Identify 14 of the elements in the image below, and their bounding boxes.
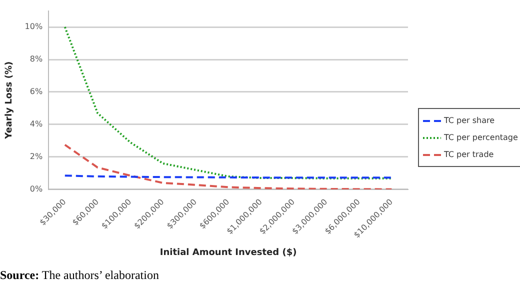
x-axis-title: Initial Amount Invested ($) [160, 248, 297, 258]
y-tick-label: 10% [24, 22, 43, 32]
line-series [64, 144, 393, 190]
y-tick-label: 0% [30, 184, 43, 194]
line-series [64, 26, 393, 180]
y-tick-label: 6% [30, 87, 43, 96]
y-tick-label: 4% [30, 120, 43, 129]
legend-label: TC per percentage [444, 133, 518, 142]
y-tick-label: 8% [30, 54, 43, 64]
legend-label: TC per trade [444, 150, 494, 159]
legend-label: TC per share [444, 116, 495, 125]
y-tick-label: 2% [30, 152, 43, 162]
source-note: Source: The authors’ elaboration [0, 268, 159, 283]
y-axis-title: Yearly Loss (%) [4, 61, 15, 140]
